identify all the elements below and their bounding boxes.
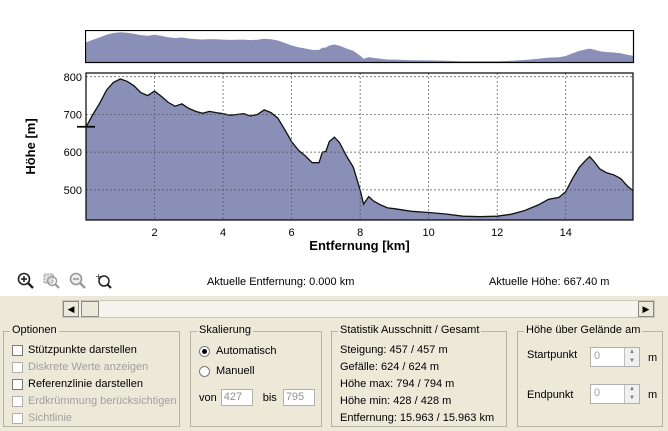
scroll-thumb[interactable] [81, 301, 99, 317]
option-earth-curvature: Erdkrümmung berücksichtigen [12, 395, 177, 407]
option-show-nodes[interactable]: Stützpunkte darstellen [12, 344, 137, 356]
x-axis-label: Entfernung [km] [309, 238, 409, 253]
plot-frame [85, 72, 634, 221]
height-above-ground-title: Höhe über Gelände am [524, 324, 643, 336]
line-of-sight-label: Sichtlinie [28, 412, 73, 424]
from-label: von [199, 391, 217, 404]
end-unit: m [648, 389, 658, 401]
line-of-sight-checkbox [12, 412, 23, 424]
end-up-arrow-icon: ▲ [624, 385, 639, 394]
x-tick-label: 10 [423, 227, 435, 239]
current-height-label: Aktuelle Höhe: 667.40 m [489, 276, 610, 288]
manual-label: Manuell [216, 365, 255, 377]
discrete-values-checkbox [12, 361, 23, 373]
end-point-value: 0 [594, 387, 601, 399]
start-point-label: Startpunkt [527, 349, 578, 361]
y-tick-label: 500 [64, 185, 82, 197]
x-tick-label: 2 [151, 227, 157, 239]
to-label: bis [262, 391, 277, 404]
stat-descent: Gefälle: 624 / 624 m [340, 361, 440, 373]
start-unit: m [648, 352, 658, 364]
profile-chart[interactable]: 2 4 6 8 10 12 14 500 600 700 800 Entfernung [km] Höh… [0, 68, 668, 258]
start-down-arrow-icon: ▼ [624, 357, 639, 366]
auto-radio[interactable] [199, 345, 210, 357]
start-point-spinner: 0 ▲ ▼ [590, 347, 640, 367]
x-tick-label: 8 [357, 227, 363, 239]
zoom-region-icon [42, 271, 60, 289]
options-title: Optionen [10, 324, 59, 336]
earth-curvature-checkbox [12, 395, 23, 407]
option-line-of-sight: Sichtlinie [12, 412, 72, 424]
svg-text:+: + [95, 272, 102, 281]
stat-height-max: Höhe max: 794 / 794 m [340, 378, 455, 390]
show-nodes-label: Stützpunkte darstellen [28, 344, 137, 356]
earth-curvature-label: Erdkrümmung berücksichtigen [28, 395, 177, 407]
y-tick-label: 700 [64, 109, 82, 121]
current-distance-label: Aktuelle Entfernung: 0.000 km [207, 276, 355, 288]
stat-distance: Entfernung: 15.963 / 15.963 km [340, 412, 495, 424]
scale-to-input: 795 [282, 389, 315, 406]
stat-height-min: Höhe min: 428 / 428 m [340, 395, 452, 407]
scaling-group: Skalierung Automatisch Manuell von 427 b… [190, 324, 322, 427]
manual-radio[interactable] [199, 365, 210, 377]
start-point-value: 0 [594, 350, 601, 362]
x-tick-label: 6 [289, 227, 295, 239]
scroll-left-button[interactable]: ◀ [63, 301, 79, 317]
end-point-label: Endpunkt [527, 389, 574, 401]
x-tick-label: 14 [560, 227, 572, 239]
overview-profile-area [86, 32, 633, 62]
scale-from-input: 427 [220, 389, 253, 406]
auto-label: Automatisch [216, 345, 277, 357]
scaling-auto-option[interactable]: Automatisch [199, 345, 277, 357]
y-tick-label: 800 [64, 72, 82, 84]
scaling-manual-option[interactable]: Manuell [199, 365, 255, 377]
profile-plot-panel[interactable]: 2 4 6 8 10 12 14 500 600 700 800 Entfernung [km] Höh… [0, 0, 668, 296]
discrete-values-label: Diskrete Werte anzeigen [28, 361, 149, 373]
options-group: Optionen Stützpunkte darstellen Diskrete… [3, 324, 180, 427]
overview-chart[interactable] [85, 30, 635, 64]
profile-line [85, 78, 634, 218]
option-reference-line[interactable]: Referenzlinie darstellen [12, 378, 143, 390]
scaling-range: von 427 bis 795 [199, 389, 315, 406]
end-point-spinner: 0 ▲ ▼ [590, 384, 640, 404]
stat-ascent: Steigung: 457 / 457 m [340, 344, 448, 356]
statistics-title: Statistik Ausschnitt / Gesamt [338, 324, 482, 336]
start-up-arrow-icon: ▲ [624, 348, 639, 357]
overview-frame [85, 30, 635, 64]
show-nodes-checkbox[interactable] [12, 344, 23, 356]
zoom-toolbar: + [16, 271, 112, 289]
horizontal-scrollbar[interactable]: ◀ ▶ [62, 300, 655, 318]
x-tick-label: 12 [491, 227, 503, 239]
x-tick-label: 4 [220, 227, 226, 239]
zoom-reset-icon[interactable]: + [94, 271, 112, 289]
y-axis-label: Höhe [m] [23, 118, 38, 174]
statistics-group: Statistik Ausschnitt / Gesamt Steigung: … [331, 324, 507, 427]
reference-line-label: Referenzlinie darstellen [28, 378, 143, 390]
end-down-arrow-icon: ▼ [624, 394, 639, 403]
reference-line-checkbox[interactable] [12, 378, 23, 390]
height-above-ground-group: Höhe über Gelände am Startpunkt 0 ▲ ▼ m … [517, 324, 663, 427]
zoom-in-icon[interactable] [16, 271, 34, 289]
scaling-title: Skalierung [197, 324, 253, 336]
scroll-right-button[interactable]: ▶ [638, 301, 654, 317]
zoom-out-icon [68, 271, 86, 289]
option-discrete-values: Diskrete Werte anzeigen [12, 361, 148, 373]
y-tick-label: 600 [64, 147, 82, 159]
